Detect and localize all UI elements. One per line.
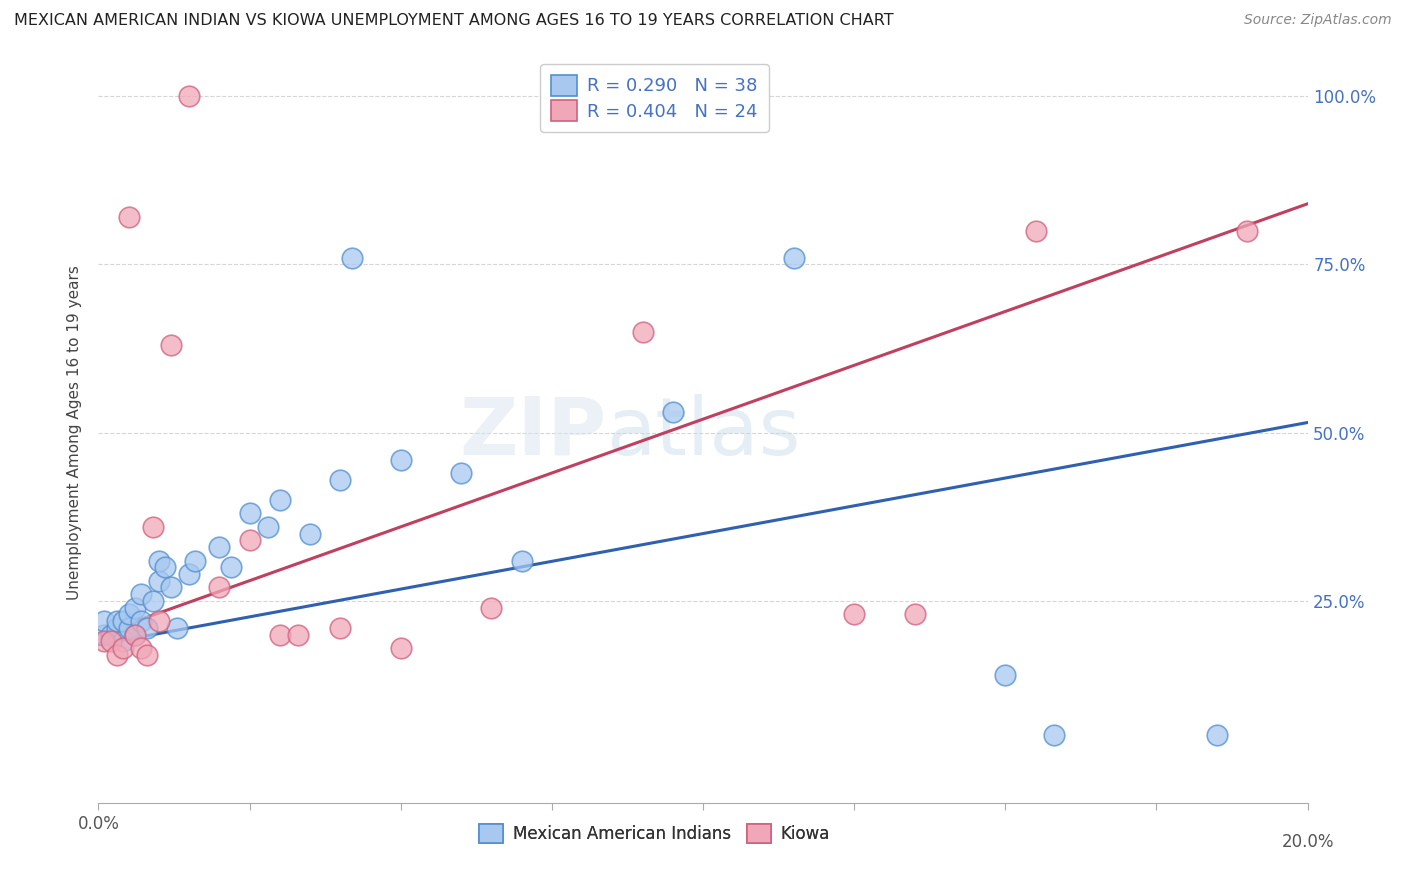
Point (100, 627, 122, 641)
Point (389, 452, 412, 467)
Point (329, 473, 352, 487)
Point (184, 553, 207, 567)
Point (166, 621, 188, 635)
Point (135, 648, 157, 662)
Point (299, 526, 322, 541)
Point (179, 566, 201, 581)
Point (239, 533, 262, 548)
Point (124, 600, 146, 615)
Point (148, 574, 170, 588)
Point (118, 607, 141, 622)
Point (994, 668, 1017, 682)
Point (481, 600, 503, 615)
Text: 20.0%: 20.0% (1281, 833, 1334, 851)
Point (160, 581, 183, 595)
Point (124, 627, 146, 641)
Point (342, 251, 364, 265)
Point (129, 640, 152, 655)
Point (142, 594, 165, 608)
Point (100, 634, 122, 648)
Point (329, 621, 352, 635)
Point (1206, 729, 1229, 743)
Point (129, 587, 152, 601)
Point (1024, 224, 1046, 238)
Point (661, 405, 683, 419)
Point (111, 634, 134, 648)
Point (269, 492, 291, 507)
Point (148, 553, 170, 567)
Point (105, 614, 128, 628)
Point (510, 553, 533, 567)
Point (93, 614, 115, 628)
Point (105, 648, 128, 662)
Point (631, 325, 654, 339)
Point (256, 520, 278, 534)
Point (179, 89, 201, 103)
Point (148, 614, 170, 628)
Point (450, 466, 472, 480)
Point (135, 621, 157, 635)
Point (239, 507, 262, 521)
Point (269, 627, 291, 641)
Point (111, 640, 134, 655)
Point (389, 640, 412, 655)
Point (111, 614, 134, 628)
Point (783, 251, 806, 265)
Point (208, 581, 231, 595)
Point (124, 627, 146, 641)
Text: atlas: atlas (606, 393, 800, 472)
Point (105, 621, 128, 635)
Text: Source: ZipAtlas.com: Source: ZipAtlas.com (1244, 13, 1392, 28)
Point (221, 560, 243, 574)
Point (904, 607, 927, 622)
Point (142, 520, 165, 534)
Point (844, 607, 866, 622)
Point (93, 627, 115, 641)
Y-axis label: Unemployment Among Ages 16 to 19 years: Unemployment Among Ages 16 to 19 years (67, 265, 83, 600)
Point (153, 560, 176, 574)
Legend: Mexican American Indians, Kiowa: Mexican American Indians, Kiowa (472, 817, 837, 850)
Point (1236, 224, 1258, 238)
Point (118, 621, 141, 635)
Point (1042, 729, 1064, 743)
Point (208, 540, 231, 554)
Point (160, 338, 183, 352)
Point (129, 614, 152, 628)
Point (287, 627, 309, 641)
Point (118, 211, 141, 225)
Text: ZIP: ZIP (458, 393, 606, 472)
Point (93, 634, 115, 648)
Text: MEXICAN AMERICAN INDIAN VS KIOWA UNEMPLOYMENT AMONG AGES 16 TO 19 YEARS CORRELAT: MEXICAN AMERICAN INDIAN VS KIOWA UNEMPLO… (14, 13, 894, 29)
